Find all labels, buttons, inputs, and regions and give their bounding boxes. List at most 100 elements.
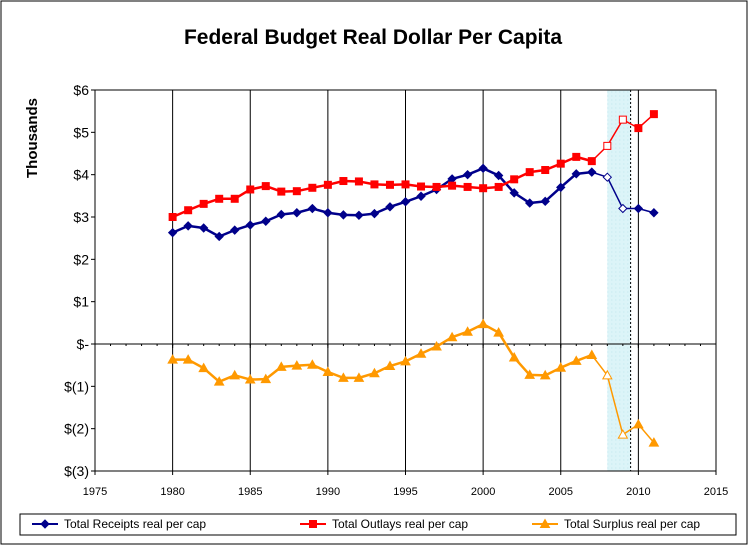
data-point xyxy=(539,369,551,380)
data-point xyxy=(417,182,426,191)
series-line-1 xyxy=(172,155,593,219)
data-point xyxy=(292,187,301,196)
data-point xyxy=(229,369,241,380)
x-tick-label: 1995 xyxy=(393,486,417,498)
data-point xyxy=(649,110,658,119)
data-point xyxy=(215,194,224,203)
x-tick-label: 1985 xyxy=(238,486,262,498)
data-point xyxy=(306,359,318,369)
data-point xyxy=(509,188,519,198)
y-tick-label: $(1) xyxy=(64,378,89,394)
legend-label: Total Surplus real per cap xyxy=(564,517,700,531)
data-point xyxy=(213,376,225,386)
data-point xyxy=(510,175,519,184)
data-point xyxy=(524,198,535,208)
data-point xyxy=(463,182,472,191)
data-point xyxy=(601,369,613,380)
data-point xyxy=(556,182,566,193)
data-point xyxy=(354,177,363,186)
data-point xyxy=(245,220,255,230)
data-point xyxy=(183,221,193,231)
data-point xyxy=(618,203,628,214)
data-point xyxy=(261,182,270,191)
data-point xyxy=(633,418,644,429)
x-tick-label: 1975 xyxy=(83,486,107,498)
y-tick-label: $5 xyxy=(73,124,89,140)
y-tick-label: $1 xyxy=(73,294,89,310)
data-point xyxy=(308,183,317,192)
series-line-2 xyxy=(172,322,593,383)
x-tick-label: 2005 xyxy=(549,486,573,498)
y-tick-label: $- xyxy=(77,336,90,352)
data-point xyxy=(277,187,286,196)
data-point xyxy=(634,124,643,133)
legend-swatch-marker xyxy=(309,520,317,528)
data-point xyxy=(587,167,597,177)
data-point xyxy=(400,197,411,207)
legend-label: Total Receipts real per cap xyxy=(64,517,206,531)
data-point xyxy=(276,209,287,220)
x-tick-label: 1990 xyxy=(316,486,340,498)
chart-title: Federal Budget Real Dollar Per Capita xyxy=(184,26,562,49)
data-point xyxy=(167,354,178,364)
data-point xyxy=(369,208,380,219)
y-tick-label: $3 xyxy=(73,209,89,225)
y-axis-label: Thousands xyxy=(24,98,41,178)
data-point xyxy=(431,341,442,351)
data-point xyxy=(525,168,534,177)
data-point xyxy=(307,203,318,214)
data-point xyxy=(198,362,210,373)
data-point xyxy=(478,163,488,174)
data-point xyxy=(540,196,550,207)
data-point xyxy=(602,172,613,182)
data-point xyxy=(633,203,644,214)
data-point xyxy=(401,180,410,189)
data-point xyxy=(618,115,627,124)
data-point xyxy=(246,185,255,194)
x-tick-label: 2010 xyxy=(626,486,650,498)
data-point xyxy=(184,206,193,215)
data-point xyxy=(556,159,565,168)
legend-box xyxy=(19,513,737,536)
y-tick-label: $2 xyxy=(73,251,89,267)
data-point xyxy=(570,355,582,365)
data-point xyxy=(416,191,426,201)
legend-swatch-marker xyxy=(539,518,551,528)
data-point xyxy=(353,372,365,382)
data-point xyxy=(322,366,334,376)
data-point xyxy=(167,227,178,238)
data-point xyxy=(648,437,660,447)
data-point xyxy=(493,327,505,337)
data-point xyxy=(323,180,332,189)
series-line-0 xyxy=(172,167,592,238)
y-tick-label: $(2) xyxy=(64,421,89,437)
data-point xyxy=(339,177,348,186)
data-point xyxy=(230,194,239,203)
data-point xyxy=(617,429,629,439)
data-point xyxy=(354,210,364,221)
data-point xyxy=(415,348,427,358)
data-point xyxy=(649,208,659,218)
data-point xyxy=(198,223,209,233)
plot-area: $6 $5 $4 $3 $2 $1 $- $(1) $(2) $(3) 1975 1980 1985 19… xyxy=(64,82,728,498)
data-point xyxy=(494,182,503,191)
data-point xyxy=(385,202,395,212)
data-point xyxy=(508,352,520,362)
data-point xyxy=(571,169,581,179)
data-point xyxy=(541,166,550,175)
data-point xyxy=(432,182,441,191)
data-point xyxy=(244,374,256,384)
data-point xyxy=(199,199,208,208)
data-point xyxy=(182,354,194,364)
data-point xyxy=(338,372,349,382)
data-point xyxy=(214,231,224,242)
data-point xyxy=(400,355,411,366)
legend-label: Total Outlays real per cap xyxy=(332,517,468,531)
data-point xyxy=(275,361,287,371)
data-point xyxy=(446,331,458,342)
y-tick-label: $6 xyxy=(73,82,89,98)
data-point xyxy=(261,216,271,226)
data-point xyxy=(603,141,612,150)
data-point xyxy=(479,184,488,193)
